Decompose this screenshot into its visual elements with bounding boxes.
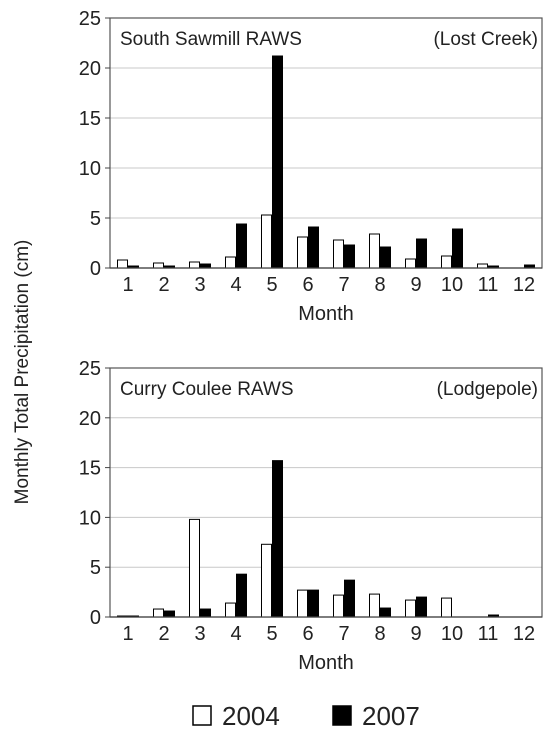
bar-2007-month-2 [164, 610, 175, 618]
x-axis-title: Month [298, 652, 354, 674]
x-tick-label: 11 [478, 623, 499, 645]
chart-subtitle: (Lodgepole) [437, 379, 538, 400]
bar-2004-month-7 [333, 239, 344, 269]
bar-2004-month-9 [405, 599, 416, 618]
bar-2004-month-4 [225, 602, 236, 618]
bar-2004-month-10 [441, 255, 452, 269]
bar-2007-month-4 [236, 223, 247, 269]
shared-y-axis-label: Monthly Total Precipitation (cm) [12, 240, 33, 505]
bar-2007-month-6 [308, 226, 319, 269]
x-tick-label: 2 [158, 274, 169, 296]
legend-swatch-2007 [332, 705, 352, 726]
x-tick-label: 10 [441, 274, 463, 296]
bar-2004-month-2 [153, 608, 164, 618]
y-tick-label: 20 [79, 408, 101, 430]
y-tick-label: 25 [79, 358, 101, 380]
bar-2004-month-2 [153, 262, 164, 269]
bar-2007-month-7 [344, 244, 355, 269]
bar-2004-month-4 [225, 256, 236, 269]
y-tick-label: 10 [79, 507, 101, 529]
x-tick-label: 11 [478, 274, 499, 296]
x-tick-label: 9 [410, 274, 421, 296]
y-tick-label: 0 [90, 258, 101, 280]
x-tick-label: 8 [374, 274, 385, 296]
bar-2004-month-6 [297, 236, 308, 269]
chart-subtitle: (Lost Creek) [433, 29, 538, 50]
bar-2007-month-10 [452, 228, 463, 269]
x-tick-label: 1 [122, 623, 133, 645]
x-tick-label: 6 [302, 274, 313, 296]
plot-frame [109, 17, 543, 269]
bar-2007-month-9 [416, 596, 427, 618]
bar-2004-month-1 [117, 259, 128, 269]
legend-label: 2007 [362, 701, 420, 731]
legend: 2004 2007 [192, 701, 420, 731]
x-tick-label: 5 [266, 623, 277, 645]
bar-2007-month-8 [380, 607, 391, 618]
y-tick-label: 25 [79, 8, 101, 30]
y-tick-label: 10 [79, 158, 101, 180]
x-tick-label: 12 [513, 623, 535, 645]
legend-label: 2004 [222, 701, 280, 731]
x-tick-label: 4 [230, 274, 241, 296]
x-tick-label: 9 [410, 623, 421, 645]
bar-2004-month-8 [369, 593, 380, 618]
bar-2007-month-5 [272, 460, 283, 618]
bar-2007-month-6 [308, 589, 319, 618]
bar-2007-month-7 [344, 579, 355, 618]
y-tick-label: 5 [90, 557, 101, 579]
y-tick-label: 15 [79, 108, 101, 130]
x-tick-label: 3 [194, 274, 205, 296]
bar-2007-month-8 [380, 246, 391, 269]
y-tick-label: 20 [79, 58, 101, 80]
bar-2007-month-9 [416, 238, 427, 269]
bar-2004-month-7 [333, 594, 344, 618]
bar-2007-month-3 [200, 608, 211, 618]
x-tick-label: 4 [230, 623, 241, 645]
plot-frame [109, 367, 543, 618]
y-tick-label: 0 [90, 607, 101, 629]
x-tick-label: 2 [158, 623, 169, 645]
x-axis-title: Month [298, 303, 354, 325]
bar-2004-month-5 [261, 214, 272, 269]
chart-title: Curry Coulee RAWS [120, 379, 294, 400]
bar-2004-month-3 [189, 518, 200, 618]
bar-2007-month-5 [272, 55, 283, 269]
y-tick-label: 15 [79, 458, 101, 480]
x-tick-label: 10 [441, 623, 463, 645]
bar-2004-month-9 [405, 258, 416, 269]
x-tick-label: 7 [338, 623, 349, 645]
y-tick-label: 5 [90, 208, 101, 230]
legend-swatch-2004 [192, 705, 212, 726]
bar-2004-month-10 [441, 597, 452, 618]
bar-2004-month-6 [297, 589, 308, 618]
x-tick-label: 1 [122, 274, 133, 296]
x-tick-label: 5 [266, 274, 277, 296]
x-tick-label: 7 [338, 274, 349, 296]
x-tick-label: 3 [194, 623, 205, 645]
bar-2004-month-3 [189, 261, 200, 269]
x-tick-label: 6 [302, 623, 313, 645]
bar-2004-month-8 [369, 233, 380, 269]
x-tick-label: 12 [513, 274, 535, 296]
bar-2004-month-5 [261, 543, 272, 618]
chart-title: South Sawmill RAWS [120, 29, 302, 50]
bar-2007-month-4 [236, 573, 247, 618]
x-tick-label: 8 [374, 623, 385, 645]
